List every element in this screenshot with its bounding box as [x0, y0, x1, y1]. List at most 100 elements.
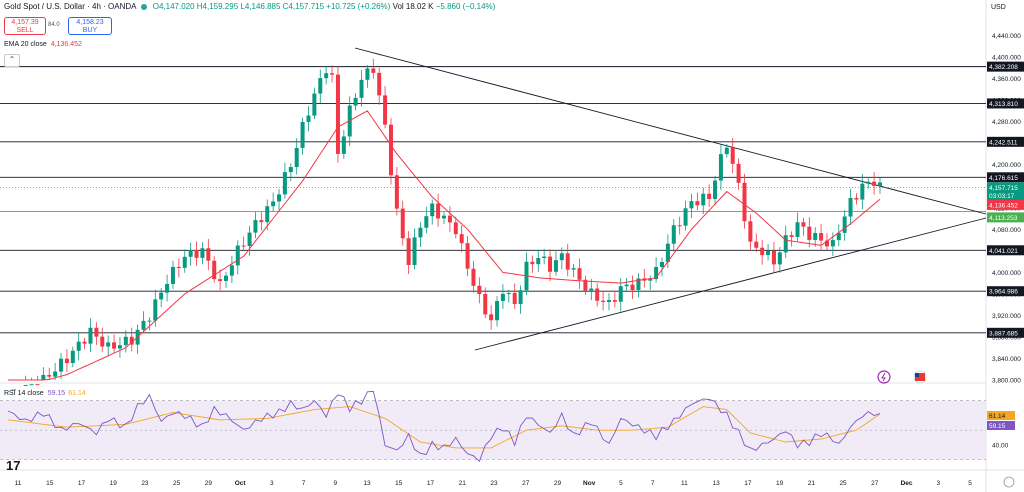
price-tick-label: 4,360.000: [992, 76, 1021, 83]
spread-value: 84.0: [48, 22, 60, 28]
candle: [377, 67, 382, 105]
candle: [176, 258, 181, 278]
ema-legend-value: 4,136.452: [50, 41, 82, 48]
candle: [64, 349, 69, 373]
candle: [860, 174, 865, 210]
price-tick-label: 3,800.000: [992, 378, 1021, 385]
rsi-ma-tag: [987, 411, 1015, 420]
level-price-label: 3,964.986: [989, 289, 1018, 296]
time-tick-label: 13: [363, 480, 371, 487]
time-tick-label: 27: [871, 480, 879, 487]
level-price-tag: [987, 245, 1024, 256]
candle: [695, 192, 700, 211]
event-lightning-icon: [877, 370, 891, 384]
time-tick-label: 3: [270, 480, 274, 487]
currency-label[interactable]: USD: [991, 4, 1006, 11]
candle: [147, 317, 152, 331]
time-tick-label: 21: [808, 480, 816, 487]
time-tick-label: 23: [141, 480, 149, 487]
candle: [500, 284, 505, 309]
candle: [41, 367, 46, 380]
time-tick-label: 5: [619, 480, 623, 487]
symbol-title[interactable]: Gold Spot / U.S. Dollar · 4h · OANDA: [4, 2, 137, 11]
candle: [282, 162, 287, 199]
candle: [294, 138, 299, 175]
candle: [312, 87, 317, 120]
level-price-label: 4,382.208: [989, 64, 1018, 71]
level-price-label: 4,176.615: [989, 175, 1018, 182]
candle: [194, 241, 199, 266]
ohlc-low: L4,146.885: [240, 2, 281, 11]
candle: [106, 335, 111, 357]
time-tick-label: 19: [110, 480, 118, 487]
time-tick-label: 29: [205, 480, 213, 487]
candle: [477, 277, 482, 304]
sell-button[interactable]: 4,157.39 SELL: [4, 17, 46, 35]
candle: [589, 278, 594, 301]
candle: [748, 214, 753, 251]
candle: [559, 247, 564, 270]
candle: [447, 206, 452, 233]
candle: [277, 189, 282, 212]
price-tick-label: 4,400.000: [992, 55, 1021, 62]
candle: [76, 331, 81, 361]
candle: [524, 252, 529, 296]
candle: [536, 249, 541, 273]
time-tick-label: Dec: [901, 480, 913, 487]
candle: [165, 274, 170, 302]
collapse-legend-icon[interactable]: ⌃: [4, 54, 20, 67]
candle: [819, 224, 824, 250]
bar-countdown-label: 03:03:17: [989, 193, 1015, 200]
candle: [442, 211, 446, 225]
candle: [129, 327, 134, 352]
candle: [59, 352, 64, 379]
candle: [866, 178, 871, 189]
candle: [330, 65, 335, 83]
candle: [530, 255, 535, 273]
rsi-value-tag-label: 59.15: [989, 423, 1006, 430]
buy-button[interactable]: 4,158.23 BUY: [68, 17, 112, 35]
candle: [671, 219, 676, 252]
candle: [23, 375, 28, 386]
rsi-legend[interactable]: RSI 14 close 59.15 61.14: [4, 390, 86, 397]
time-tick-label: 17: [427, 480, 435, 487]
buy-label: BUY: [82, 27, 98, 34]
candle: [565, 243, 570, 277]
candle: [813, 227, 818, 247]
sell-label: SELL: [16, 27, 34, 34]
green-level-label: 4,113.253: [989, 215, 1018, 222]
candle: [636, 273, 641, 298]
candle: [400, 200, 405, 246]
price-tick-label: 4,080.000: [992, 227, 1021, 234]
candle: [553, 251, 558, 276]
candle: [630, 275, 635, 300]
candle: [754, 233, 759, 253]
candle: [188, 242, 193, 266]
ema-line: [8, 110, 881, 381]
rsi-legend-label: RSI 14 close: [4, 390, 44, 397]
time-tick-label: 27: [522, 480, 530, 487]
tradingview-logo[interactable]: 17: [6, 458, 21, 473]
candle: [453, 216, 458, 239]
candle: [766, 243, 771, 261]
price-tick-label: 4,000.000: [992, 270, 1021, 277]
price-tick-label: 3,880.000: [992, 334, 1021, 341]
level-price-tag: [987, 98, 1024, 109]
candle: [88, 318, 93, 353]
rsi-legend-value: 59.15: [47, 390, 66, 397]
volume-value: Vol 18.02 K: [392, 2, 434, 11]
time-tick-label: 7: [302, 480, 306, 487]
candle: [35, 375, 40, 386]
ohlc-open: O4,147.020: [152, 2, 195, 11]
candle: [318, 69, 323, 104]
time-tick-label: 17: [744, 480, 752, 487]
candle: [271, 192, 276, 212]
settings-gear-icon: [1003, 476, 1015, 488]
last-price-label: 4,157.715: [989, 185, 1018, 192]
candle: [430, 199, 435, 225]
candle: [229, 255, 234, 284]
ema-legend[interactable]: EMA 20 close 4,136.452: [4, 41, 82, 48]
candle: [306, 106, 311, 132]
time-tick-label: 21: [459, 480, 467, 487]
